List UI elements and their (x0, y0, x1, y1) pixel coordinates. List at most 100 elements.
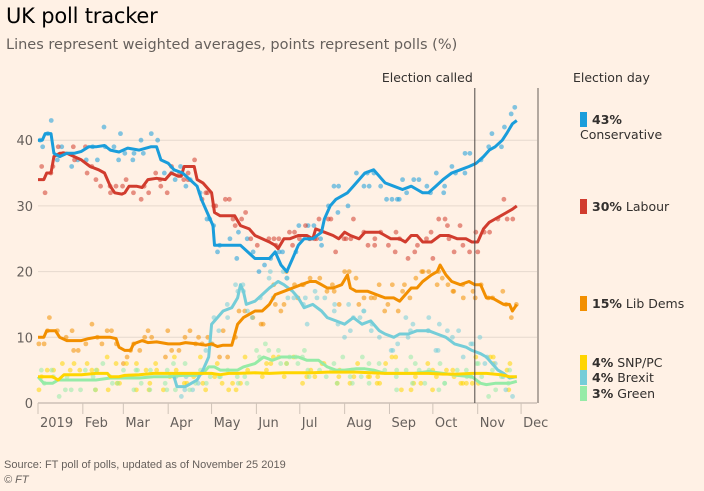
poll-point-labour (372, 236, 378, 242)
poll-point-labour (146, 190, 152, 196)
poll-point-labour (460, 242, 466, 248)
poll-point-libdems (382, 308, 388, 314)
poll-point-snppc (153, 361, 159, 366)
poll-point-green (56, 394, 62, 399)
poll-point-green (403, 367, 409, 373)
poll-point-labour (243, 210, 248, 215)
y-tick-label: 20 (16, 266, 33, 281)
poll-point-green (266, 348, 272, 353)
poll-point-green (410, 380, 415, 386)
poll-point-libdems (426, 269, 432, 274)
poll-point-labour (405, 256, 411, 261)
poll-point-green (302, 348, 307, 353)
poll-point-brexit (291, 295, 297, 301)
poll-point-conservative (116, 157, 122, 163)
poll-point-brexit (332, 302, 338, 307)
poll-point-conservative (183, 183, 189, 189)
poll-point-snppc (398, 387, 404, 393)
poll-point-libdems (470, 288, 476, 294)
poll-point-green (475, 361, 481, 366)
poll-point-green (182, 361, 188, 366)
poll-point-snppc (430, 387, 435, 393)
poll-point-conservative (394, 196, 400, 202)
poll-point-labour (153, 170, 159, 176)
poll-point-snppc (336, 374, 342, 380)
poll-point-brexit (342, 334, 347, 340)
poll-point-libdems (89, 321, 95, 327)
x-tick-label: Nov (480, 416, 506, 431)
poll-point-labour (351, 216, 356, 222)
x-tick-label: May (214, 416, 241, 431)
poll-point-snppc (77, 367, 83, 373)
poll-point-brexit (285, 295, 291, 301)
poll-point-snppc (389, 354, 395, 360)
poll-point-snppc (203, 387, 209, 393)
poll-point-libdems (407, 295, 413, 301)
poll-point-brexit (470, 341, 476, 347)
poll-point-conservative (118, 131, 123, 137)
poll-point-snppc (44, 367, 50, 373)
poll-point-labour (372, 242, 378, 248)
poll-point-libdems (336, 302, 342, 307)
poll-point-green (82, 367, 88, 373)
poll-point-snppc (230, 380, 235, 386)
poll-point-libdems (395, 308, 401, 314)
poll-point-libdems (353, 275, 359, 281)
poll-point-labour (430, 256, 436, 261)
poll-point-labour (412, 249, 418, 255)
poll-point-conservative (69, 164, 75, 169)
poll-point-conservative (140, 150, 146, 156)
poll-point-snppc (418, 380, 424, 386)
x-tick-label: Sep (391, 416, 416, 431)
poll-point-snppc (351, 374, 357, 380)
poll-point-libdems (145, 328, 151, 334)
poll-point-libdems (508, 315, 514, 320)
poll-point-labour (467, 249, 472, 255)
poll-point-snppc (490, 354, 496, 360)
poll-point-green (278, 361, 284, 366)
poll-point-brexit (426, 315, 432, 320)
poll-point-conservative (331, 183, 337, 189)
poll-point-green (78, 387, 83, 393)
poll-point-snppc (171, 354, 177, 360)
poll-point-green (235, 380, 241, 386)
poll-point-brexit (302, 295, 308, 301)
poll-point-green (393, 374, 399, 380)
x-tick-label: 2019 (40, 416, 73, 431)
poll-point-labour (181, 177, 187, 183)
poll-point-brexit (331, 308, 337, 314)
poll-point-green (162, 380, 168, 386)
poll-point-green (171, 361, 176, 366)
poll-point-brexit (410, 321, 416, 327)
poll-point-labour (501, 196, 507, 202)
poll-point-green (412, 361, 418, 366)
poll-point-conservative (441, 190, 447, 196)
annotations: Election called Election day (382, 70, 650, 403)
poll-point-conservative (502, 124, 507, 130)
poll-point-conservative (512, 104, 518, 110)
poll-point-labour (475, 249, 481, 255)
poll-point-conservative (318, 236, 323, 242)
poll-point-green (242, 374, 248, 380)
poll-point-libdems (372, 295, 378, 301)
poll-point-libdems (329, 282, 335, 288)
poll-point-snppc (245, 367, 251, 373)
poll-point-libdems (445, 282, 451, 288)
poll-point-snppc (413, 374, 418, 380)
poll-point-snppc (259, 374, 265, 380)
poll-point-green (138, 380, 144, 386)
poll-point-labour (158, 183, 164, 189)
legend-swatch (580, 296, 587, 311)
poll-point-green (38, 367, 44, 373)
poll-point-labour (138, 196, 144, 202)
legend-label: SNP/PC (613, 355, 663, 370)
poll-point-libdems (182, 334, 188, 340)
poll-point-conservative (433, 170, 439, 176)
legend-swatch (580, 386, 587, 401)
poll-point-snppc (444, 367, 449, 373)
poll-point-brexit (224, 302, 230, 307)
poll-point-brexit (266, 275, 272, 281)
poll-point-snppc (433, 374, 439, 380)
poll-point-snppc (143, 367, 149, 373)
